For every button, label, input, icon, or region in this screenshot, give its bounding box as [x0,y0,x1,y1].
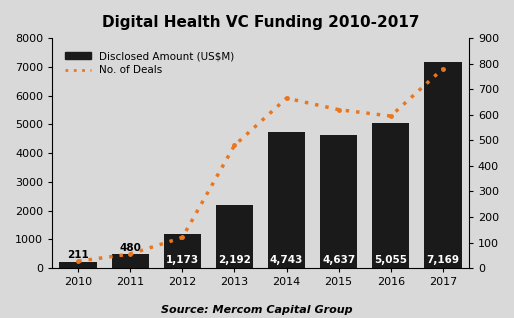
Bar [268,132,305,268]
Text: 211: 211 [67,250,89,260]
Text: 480: 480 [119,243,141,252]
Bar [112,254,149,268]
Text: 4,743: 4,743 [270,255,303,265]
Text: 2,192: 2,192 [218,255,251,265]
Text: 5,055: 5,055 [374,255,407,265]
Text: 1,173: 1,173 [166,255,199,265]
Bar [163,234,201,268]
Bar [372,123,410,268]
Bar [424,62,462,268]
Bar [216,205,253,268]
Text: 7,169: 7,169 [426,255,460,265]
Bar [320,135,357,268]
Text: Source: Mercom Capital Group: Source: Mercom Capital Group [161,305,353,315]
Bar [60,262,97,268]
Legend: Disclosed Amount (US$M), No. of Deals: Disclosed Amount (US$M), No. of Deals [62,48,237,78]
Title: Digital Health VC Funding 2010-2017: Digital Health VC Funding 2010-2017 [102,15,419,30]
Text: 4,637: 4,637 [322,255,355,265]
